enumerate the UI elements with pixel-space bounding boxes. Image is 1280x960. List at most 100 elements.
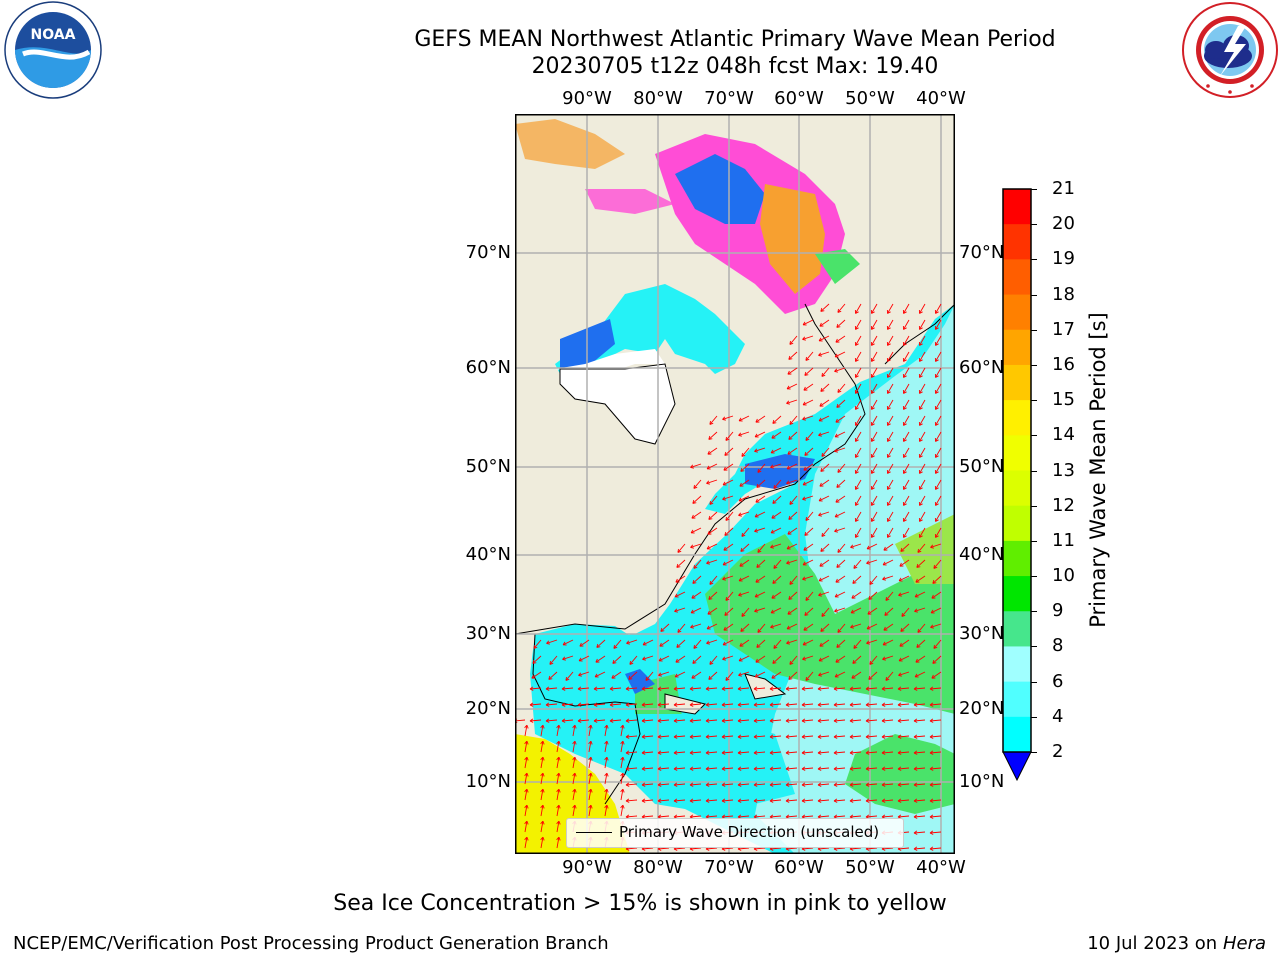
wave-arrow-head [689,736,694,739]
wave-arrow [819,479,830,487]
wave-arrow [754,607,766,612]
wave-arrow [594,671,606,678]
wave-arrow-head [705,848,710,851]
wave-arrow [801,767,814,770]
colorbar-tick-label: 9 [1052,600,1064,622]
wave-arrow-head [913,766,918,770]
wave-arrow [738,511,750,516]
wave-arrow-head [871,311,875,314]
wave-arrow-head [802,658,807,661]
wave-arrow [706,543,718,550]
wave-arrow [657,751,670,754]
wave-arrow-head [756,646,761,648]
wave-arrow-head [524,836,528,841]
wave-arrow-head [657,750,662,754]
wave-arrow-head [929,718,934,722]
wave-arrow-head [882,576,886,580]
wave-arrow-head [693,484,695,489]
wave-arrow-head [785,750,790,754]
colorbar-tick-mark [1031,716,1037,718]
wave-arrow-head [785,736,790,739]
wave-arrow-head [785,718,790,722]
wave-arrow-head [769,718,774,722]
wave-arrow-head [802,496,806,500]
wave-arrow-head [722,576,726,580]
wave-arrow-head [849,814,854,818]
wave-arrow-head [789,582,794,585]
ice-free-land-hudson [559,363,676,445]
wave-arrow [771,671,782,679]
wave-arrow-head [771,674,774,679]
wave-arrow-head [916,643,919,648]
wave-arrow-head [722,418,727,421]
wave-arrow [772,575,782,584]
wave-arrow-head [562,656,566,660]
wave-arrow-head [805,516,807,521]
wave-arrow-head [819,322,822,327]
wave-arrow [899,639,910,647]
wave-arrow [935,335,942,346]
colorbar-tick-label: 12 [1052,494,1075,516]
wave-arrow-head [673,686,678,690]
wave-arrow [833,735,846,738]
wave-arrow [738,495,750,502]
wave-arrow-head [625,688,630,691]
wave-arrow-head [625,750,630,754]
colorbar-title: Primary Wave Mean Period [s] [1086,312,1110,628]
wave-arrow-head [706,562,711,565]
wave-arrow [707,527,718,535]
wave-arrow [741,607,750,617]
wave-arrow-head [677,550,682,553]
wave-arrow [919,319,926,330]
wave-arrow-head [820,467,823,472]
lon-label-bottom: 50°W [845,857,895,878]
wave-arrow [865,783,878,786]
wave-arrow [855,319,862,330]
wave-arrow-head [706,482,711,485]
wave-arrow-head [769,736,774,739]
wave-arrow-head [933,644,935,649]
wave-arrow [757,623,766,633]
wave-arrow [673,815,686,818]
wave-arrow-head [871,359,875,362]
wave-arrow [802,559,814,566]
wave-arrow-head [933,646,938,649]
wave-arrow-head [919,359,923,362]
wave-arrow [705,751,718,754]
wave-arrow-head [524,724,528,729]
wave-arrow-head [659,642,662,647]
wave-arrow [887,367,894,378]
wave-arrow-head [754,513,758,518]
wave-arrow [917,623,926,633]
st-lawrence-blue [745,454,815,489]
wave-arrow-head [657,736,662,739]
map-legend: Primary Wave Direction (unscaled) [566,818,904,848]
wave-arrow-head [834,513,838,518]
wave-arrow-head [837,548,839,553]
wave-arrow [849,783,862,786]
wave-arrow [721,735,734,738]
wave-arrow-head [789,342,794,345]
wave-arrow-head [689,784,694,787]
wave-arrow-head [898,594,903,597]
wave-arrow-head [594,673,598,678]
lat-label-left: 30°N [465,623,511,644]
wave-arrow [913,767,926,770]
wave-arrow-head [772,659,775,664]
wave-arrow [802,335,814,340]
wave-arrow [577,703,590,706]
wave-arrow-head [919,311,923,314]
wave-arrow [532,655,542,664]
wave-arrow-head [881,848,886,851]
wave-arrow-head [641,734,646,738]
wave-arrow-head [801,848,806,851]
wave-arrow-head [604,772,608,777]
wave-arrow-head [691,514,694,519]
wave-arrow [739,639,750,647]
wave-arrow [931,671,942,679]
wave-arrow-head [903,455,907,458]
wave-arrow-head [673,766,678,770]
wave-arrow [540,821,544,833]
map-subtitle: 20230705 t12z 048h fcst Max: 19.40 [531,54,939,79]
wave-arrow-head [929,830,934,834]
